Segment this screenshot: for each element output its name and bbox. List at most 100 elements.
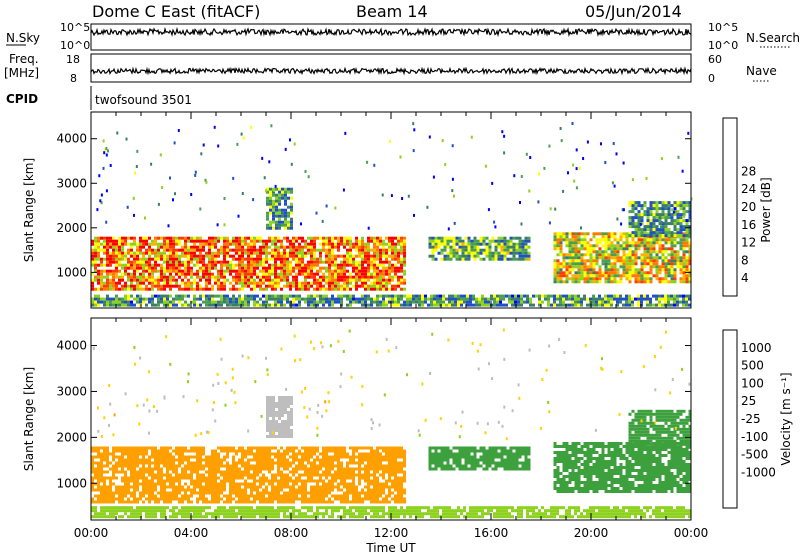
- data-cell: [277, 245, 280, 249]
- data-cell: [247, 467, 250, 471]
- data-cell: [301, 500, 304, 504]
- data-cell: [346, 257, 349, 261]
- data-cell: [322, 491, 325, 495]
- data-cell: [220, 251, 223, 255]
- data-cell: [160, 485, 163, 489]
- data-cell: [319, 467, 322, 471]
- data-cell: [322, 455, 325, 459]
- data-cell: [349, 461, 352, 465]
- data-cell: [205, 275, 208, 279]
- data-cell: [134, 171, 136, 175]
- data-cell: [286, 494, 289, 498]
- data-cell: [640, 244, 644, 248]
- data-cell: [688, 253, 692, 257]
- data-cell: [160, 236, 163, 240]
- data-cell: [325, 269, 328, 273]
- data-cell: [181, 263, 184, 267]
- data-cell: [391, 278, 394, 282]
- data-cell: [250, 272, 253, 276]
- data-cell: [172, 198, 174, 202]
- data-cell: [223, 294, 226, 298]
- data-cell: [190, 251, 193, 255]
- data-cell: [178, 458, 181, 462]
- data-cell: [112, 300, 115, 304]
- data-cell: [310, 461, 313, 465]
- data-cell: [487, 300, 490, 304]
- data-cell: [646, 222, 650, 226]
- data-cell: [475, 303, 478, 307]
- data-cell: [97, 254, 100, 258]
- data-cell: [145, 488, 148, 492]
- data-cell: [681, 169, 684, 173]
- data-cell: [145, 287, 148, 291]
- data-cell: [208, 485, 211, 489]
- data-cell: [565, 241, 569, 245]
- data-cell: [367, 284, 370, 288]
- data-cell: [136, 458, 139, 462]
- data-cell: [274, 254, 277, 258]
- data-cell: [290, 205, 293, 209]
- data-cell: [112, 257, 115, 261]
- data-cell: [292, 297, 295, 301]
- data-cell: [658, 219, 662, 223]
- data-cell: [307, 470, 310, 474]
- data-cell: [127, 284, 130, 288]
- data-cell: [673, 244, 677, 248]
- data-cell: [253, 470, 256, 474]
- data-cell: [346, 467, 349, 471]
- data-cell: [244, 248, 247, 252]
- data-cell: [286, 281, 289, 285]
- data-cell: [631, 207, 635, 211]
- data-cell: [595, 232, 599, 236]
- data-cell: [437, 236, 441, 240]
- data-cell: [262, 488, 265, 492]
- data-cell: [349, 281, 352, 285]
- data-cell: [449, 236, 453, 240]
- data-cell: [496, 297, 499, 301]
- data-cell: [280, 294, 283, 298]
- data-cell: [646, 210, 650, 214]
- data-cell: [100, 269, 103, 273]
- data-cell: [322, 278, 325, 282]
- data-cell: [349, 488, 352, 492]
- data-cell: [682, 253, 686, 257]
- data-cell: [560, 139, 563, 143]
- data-cell: [496, 300, 499, 304]
- data-cell: [142, 263, 145, 267]
- data-cell: [598, 253, 602, 257]
- data-cell: [586, 277, 590, 281]
- data-cell: [622, 297, 625, 301]
- data-cell: [205, 263, 208, 267]
- data-cell: [235, 257, 238, 261]
- data-cell: [649, 256, 653, 260]
- data-cell: [619, 300, 622, 304]
- data-cell: [265, 245, 268, 249]
- data-cell: [574, 265, 578, 269]
- data-cell: [322, 297, 325, 301]
- data-cell: [343, 473, 346, 477]
- data-cell: [166, 242, 169, 246]
- data-cell: [91, 257, 94, 261]
- data-cell: [549, 207, 552, 211]
- data-cell: [127, 248, 130, 252]
- data-cell: [97, 245, 100, 249]
- data-cell: [106, 260, 109, 264]
- data-cell: [139, 245, 142, 249]
- data-cell: [655, 250, 659, 254]
- data-cell: [361, 254, 364, 258]
- data-cell: [340, 473, 343, 477]
- data-cell: [683, 215, 686, 219]
- data-cell: [133, 257, 136, 261]
- data-cell: [307, 269, 310, 273]
- data-cell: [211, 242, 214, 246]
- data-cell: [520, 300, 523, 304]
- data-cell: [319, 485, 322, 489]
- data-cell: [295, 284, 298, 288]
- data-cell: [661, 262, 665, 266]
- data-cell: [166, 303, 169, 307]
- data-cell: [259, 479, 262, 483]
- data-cell: [673, 274, 677, 278]
- data-cell: [631, 303, 634, 307]
- data-cell: [151, 303, 154, 307]
- data-cell: [556, 280, 560, 284]
